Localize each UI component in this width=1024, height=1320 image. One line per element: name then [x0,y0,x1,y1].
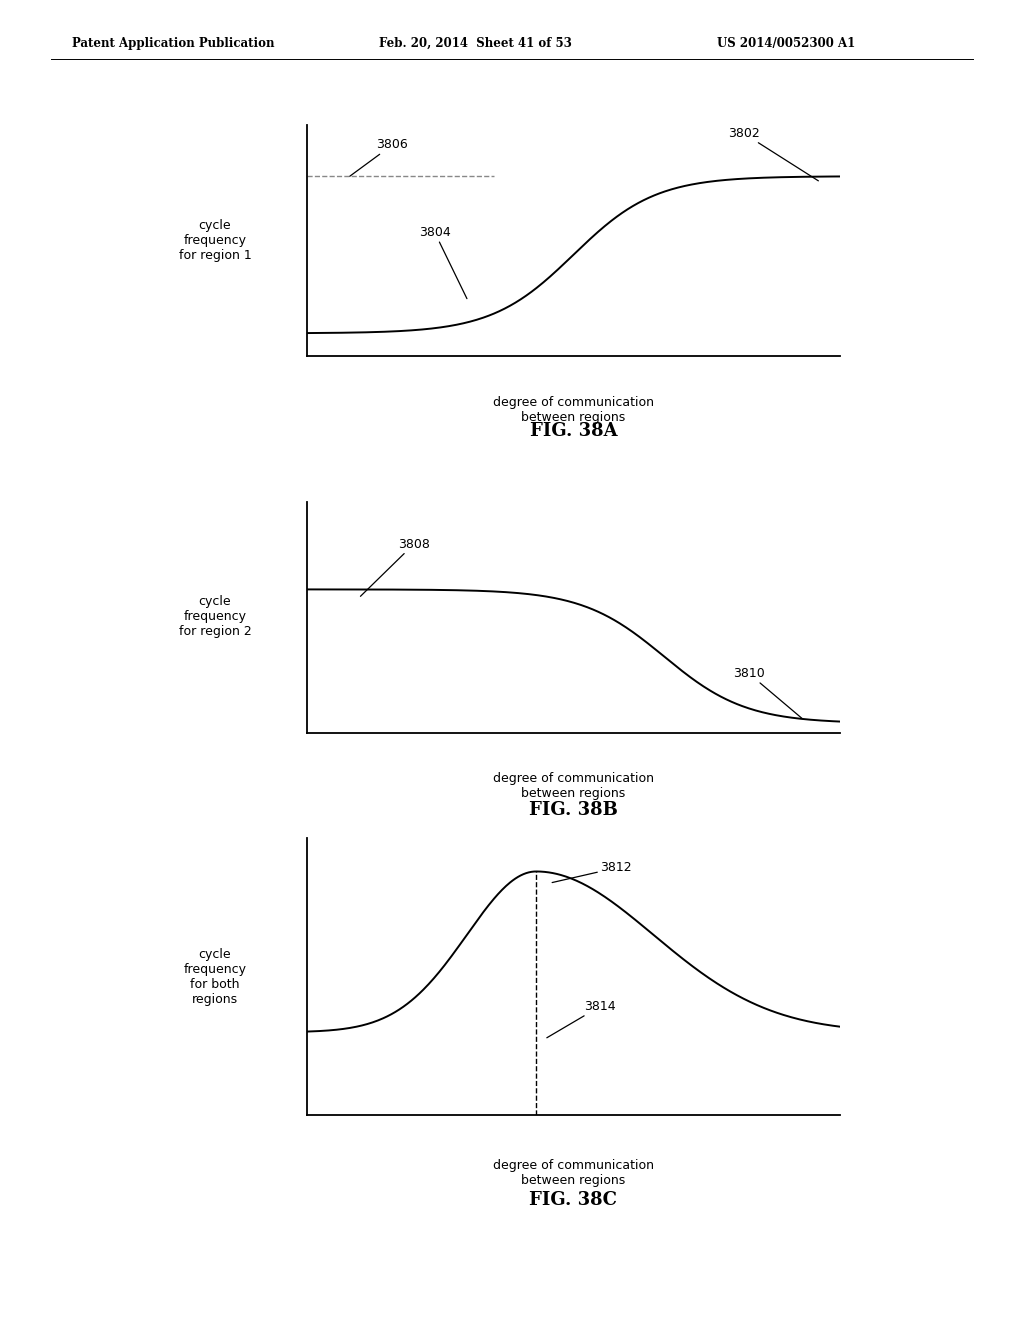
Text: 3814: 3814 [547,1001,615,1038]
Text: FIG. 38A: FIG. 38A [529,422,617,441]
Text: 3808: 3808 [360,537,430,597]
Text: FIG. 38C: FIG. 38C [529,1191,617,1209]
Text: Patent Application Publication: Patent Application Publication [72,37,274,50]
Text: 3806: 3806 [350,139,409,176]
Text: degree of communication
between regions: degree of communication between regions [493,772,654,800]
Text: degree of communication
between regions: degree of communication between regions [493,1159,654,1187]
Text: cycle
frequency
for both
regions: cycle frequency for both regions [183,948,247,1006]
Text: US 2014/0052300 A1: US 2014/0052300 A1 [717,37,855,50]
Text: degree of communication
between regions: degree of communication between regions [493,396,654,424]
Text: 3804: 3804 [419,226,467,298]
Text: cycle
frequency
for region 2: cycle frequency for region 2 [178,595,252,638]
Text: 3812: 3812 [552,862,632,883]
Text: 3810: 3810 [733,667,803,718]
Text: 3802: 3802 [728,127,818,181]
Text: FIG. 38B: FIG. 38B [529,801,617,820]
Text: cycle
frequency
for region 1: cycle frequency for region 1 [178,219,252,261]
Text: Feb. 20, 2014  Sheet 41 of 53: Feb. 20, 2014 Sheet 41 of 53 [379,37,571,50]
